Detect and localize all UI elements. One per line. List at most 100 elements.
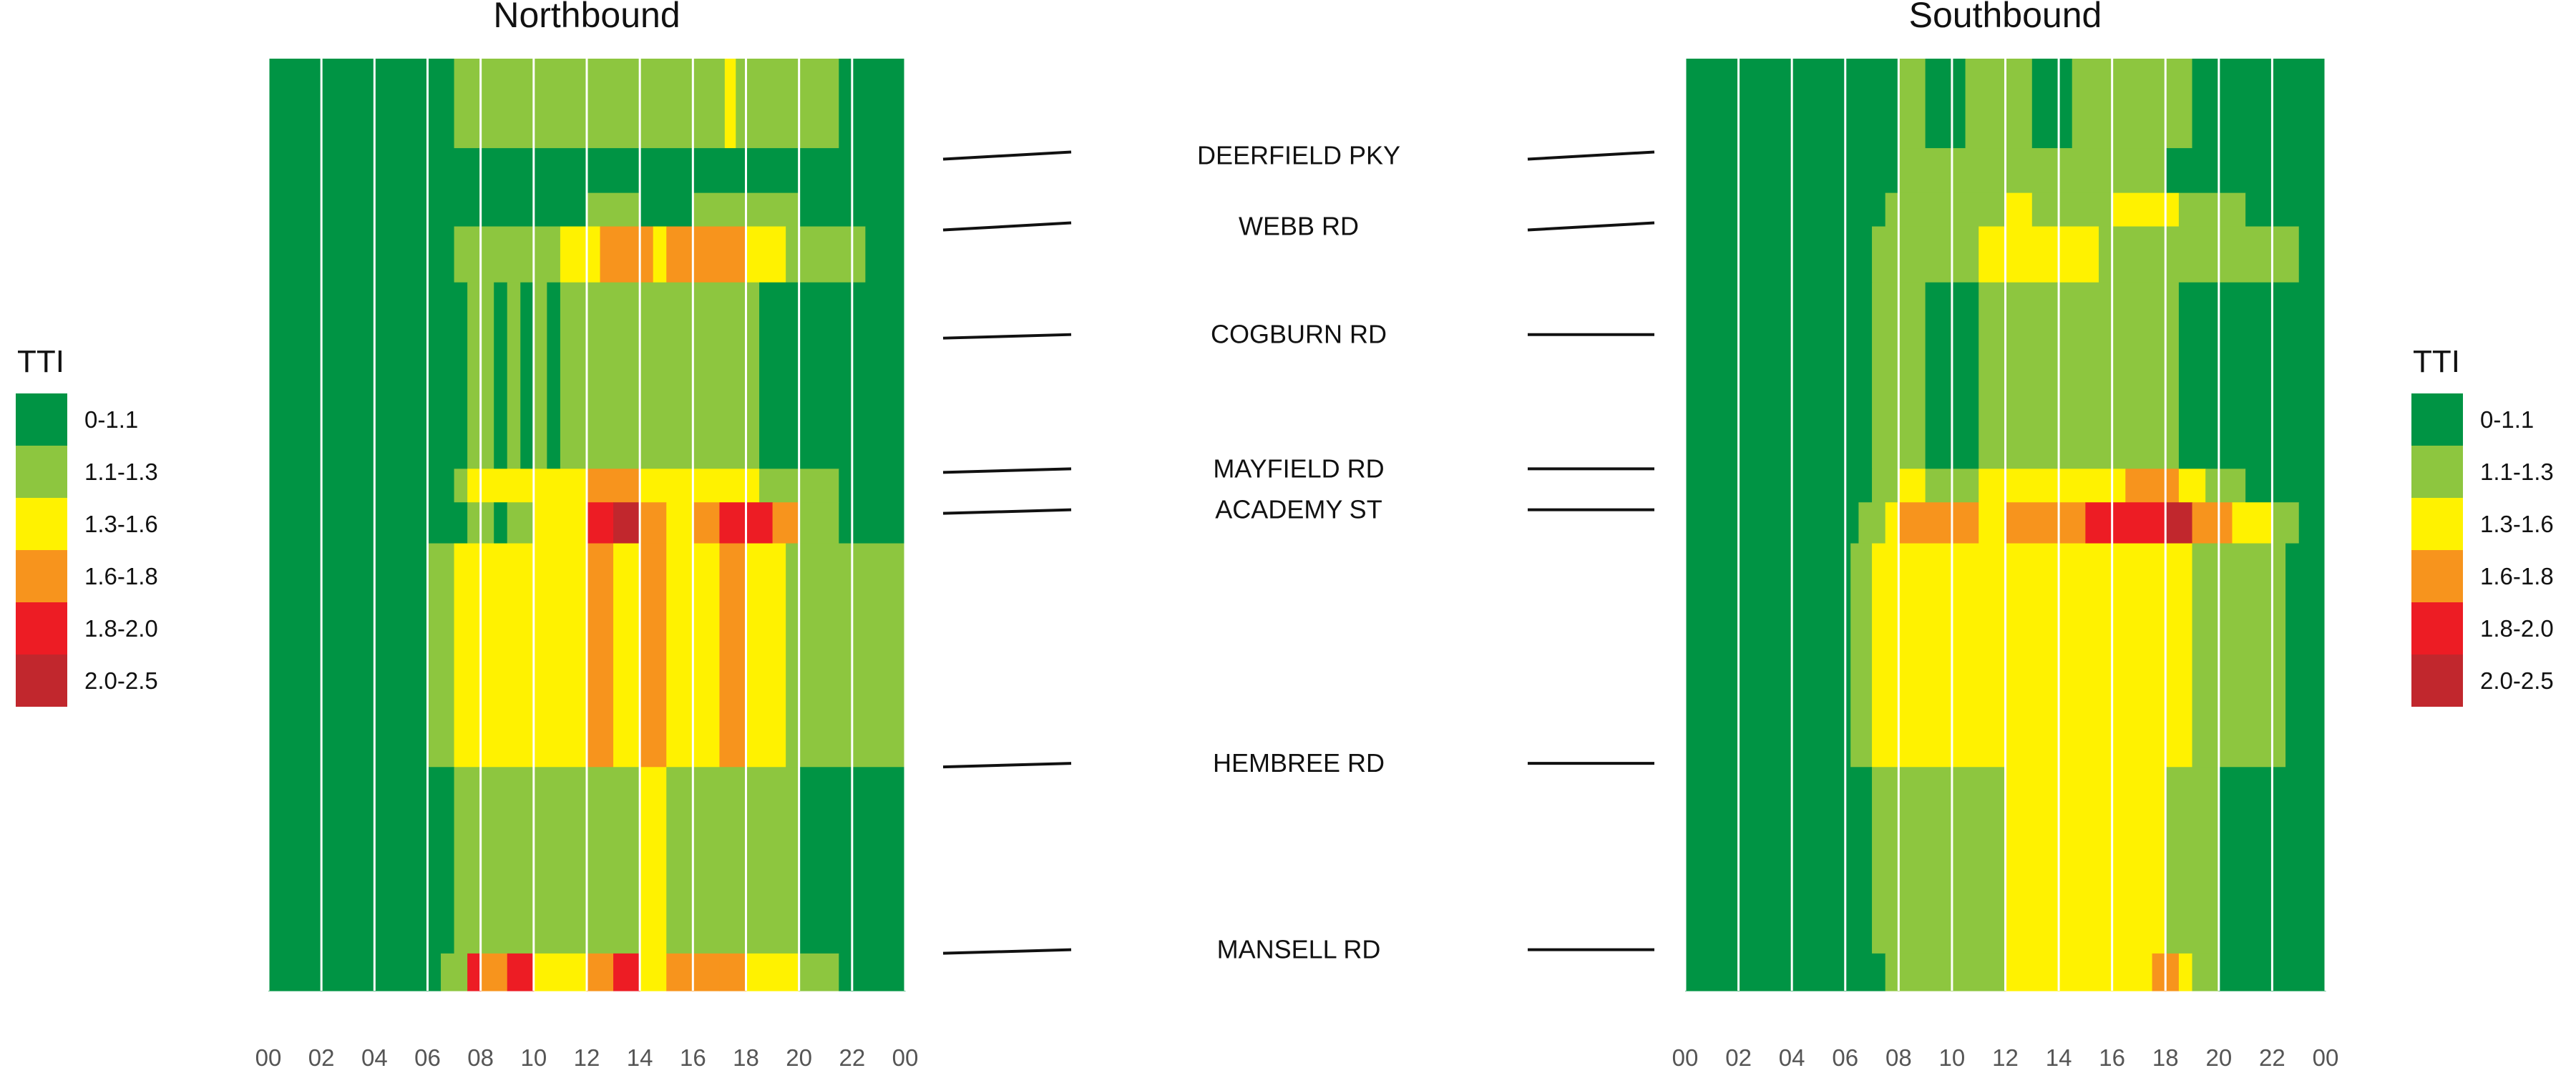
southbound-cell-r2-1 bbox=[1898, 148, 1953, 194]
right-legend: TTI 0-1.1 1.1-1.3 1.3-1.6 1.6-1.8 1.8-2.0 2.0-… bbox=[2411, 344, 2554, 707]
legend-label: 2.0-2.5 bbox=[84, 667, 158, 694]
northbound-cell-r10-1 bbox=[441, 953, 468, 991]
northbound-cell-r9-1 bbox=[454, 767, 640, 954]
northbound-cell-r7-6 bbox=[613, 502, 640, 544]
northbound-cell-r7-11 bbox=[772, 502, 800, 544]
southbound-x-tick-label: 14 bbox=[2046, 1044, 2072, 1071]
northbound-cell-r10-6 bbox=[587, 953, 614, 991]
southbound-x-tick-label: 22 bbox=[2259, 1044, 2285, 1071]
legend-label: 1.1-1.3 bbox=[2480, 459, 2554, 485]
southbound-cell-r5-3 bbox=[1979, 282, 2180, 469]
northbound-cell-r1-2 bbox=[724, 59, 736, 149]
northbound-cell-r10-10 bbox=[719, 953, 747, 991]
southbound-x-tick-label: 10 bbox=[1939, 1044, 1966, 1071]
northbound-cell-r7-13 bbox=[839, 502, 906, 544]
northbound-cell-r6-0 bbox=[268, 469, 455, 503]
southbound-cell-r7-3 bbox=[1898, 502, 1979, 544]
southbound-cell-r3-5 bbox=[2178, 192, 2246, 227]
northbound-cell-r7-12 bbox=[799, 502, 839, 544]
southbound-cell-r2-3 bbox=[2165, 148, 2326, 194]
southbound-cell-r4-1 bbox=[1872, 226, 1979, 283]
southbound-cell-r3-1 bbox=[1885, 192, 2006, 227]
northbound-cell-r1-0 bbox=[268, 59, 455, 149]
northbound-cell-r10-8 bbox=[640, 953, 667, 991]
road-label: ACADEMY ST bbox=[1215, 495, 1382, 524]
northbound-cell-r7-0 bbox=[268, 502, 468, 544]
legend-label: 1.3-1.6 bbox=[84, 511, 158, 537]
road-label: COGBURN RD bbox=[1211, 320, 1387, 349]
southbound-cell-r3-6 bbox=[2245, 192, 2326, 227]
southbound-cell-r8-3 bbox=[2192, 543, 2286, 768]
southbound-x-tick-label: 18 bbox=[2152, 1044, 2179, 1071]
northbound-cell-r10-5 bbox=[533, 953, 587, 991]
road-label: DEERFIELD PKY bbox=[1197, 141, 1400, 170]
northbound-cell-r4-2 bbox=[560, 226, 601, 283]
northbound-cell-r6-3 bbox=[587, 469, 640, 503]
northbound-cell-r7-7 bbox=[640, 502, 667, 544]
northbound-cell-r5-5 bbox=[533, 282, 547, 469]
legend-label: 1.6-1.8 bbox=[2480, 563, 2554, 589]
northbound-cell-r4-9 bbox=[865, 226, 906, 283]
northbound-x-tick-label: 20 bbox=[786, 1044, 812, 1071]
northbound-cell-r5-2 bbox=[494, 282, 508, 469]
southbound-cell-r6-5 bbox=[2125, 469, 2180, 503]
northbound-cell-r10-4 bbox=[507, 953, 535, 991]
northbound-cell-r7-8 bbox=[666, 502, 693, 544]
northbound-cell-r4-6 bbox=[693, 226, 747, 283]
northbound-cell-r4-0 bbox=[268, 226, 455, 283]
leader-line-left bbox=[942, 762, 1072, 769]
northbound-cell-r10-12 bbox=[799, 953, 839, 991]
legend-title: TTI bbox=[17, 344, 64, 379]
legend-label: 1.6-1.8 bbox=[84, 563, 158, 589]
southbound-cell-r3-2 bbox=[2005, 192, 2033, 227]
legend-title: TTI bbox=[2413, 344, 2460, 379]
northbound-cell-r7-3 bbox=[507, 502, 535, 544]
northbound-cell-r8-0 bbox=[268, 543, 429, 768]
legend-swatch bbox=[16, 446, 67, 498]
northbound-cell-r8-5 bbox=[640, 543, 667, 768]
road-labels: DEERFIELD PKY WEBB RD COGBURN RD MAYFIELD R… bbox=[942, 141, 1655, 964]
northbound-cell-r4-1 bbox=[454, 226, 561, 283]
northbound-x-tick-label: 08 bbox=[467, 1044, 494, 1071]
southbound-cell-r1-2 bbox=[1925, 59, 1966, 149]
northbound-panel-title: Northbound bbox=[493, 0, 680, 35]
northbound-cell-r10-2 bbox=[467, 953, 482, 991]
southbound-cell-r6-2 bbox=[1898, 469, 1926, 503]
southbound-cell-r10-0 bbox=[1685, 953, 1886, 991]
southbound-cell-r1-1 bbox=[1898, 59, 1926, 149]
northbound-cell-r4-5 bbox=[666, 226, 693, 283]
southbound-cell-r7-10 bbox=[2272, 502, 2300, 544]
road-label: HEMBREE RD bbox=[1213, 748, 1385, 778]
southbound-cell-r6-8 bbox=[2245, 469, 2326, 503]
leader-line-right bbox=[1527, 221, 1655, 232]
southbound-cell-r1-3 bbox=[1965, 59, 2033, 149]
southbound-x-tick-label: 00 bbox=[2313, 1044, 2339, 1071]
southbound-cell-r4-2 bbox=[1979, 226, 2099, 283]
northbound-x-tick-label: 12 bbox=[574, 1044, 600, 1071]
southbound-cell-r8-1 bbox=[1850, 543, 1873, 768]
northbound-cell-r10-3 bbox=[480, 953, 508, 991]
northbound-cell-r5-6 bbox=[547, 282, 561, 469]
northbound-cell-r5-4 bbox=[520, 282, 535, 469]
southbound-cell-r7-8 bbox=[2192, 502, 2233, 544]
northbound-cell-r8-4 bbox=[613, 543, 640, 768]
road-label: MANSELL RD bbox=[1217, 935, 1381, 964]
northbound-cell-r3-1 bbox=[587, 192, 640, 227]
legend-swatch bbox=[2411, 550, 2463, 602]
southbound-cell-r9-3 bbox=[2165, 767, 2220, 954]
southbound-cell-r6-7 bbox=[2205, 469, 2246, 503]
northbound-x-tick-label: 00 bbox=[892, 1044, 919, 1071]
northbound-cell-r9-0 bbox=[268, 767, 455, 954]
northbound-panel: Northbound 00 02 04 06 08 10 12 14 16 18 20 22 00 bbox=[255, 0, 919, 1071]
northbound-cell-r6-2 bbox=[467, 469, 587, 503]
southbound-cell-r7-5 bbox=[2005, 502, 2086, 544]
leader-line-right bbox=[1527, 150, 1655, 161]
southbound-cell-r7-0 bbox=[1685, 502, 1859, 544]
southbound-cell-r4-4 bbox=[2272, 226, 2300, 283]
southbound-x-tick-label: 04 bbox=[1779, 1044, 1805, 1071]
northbound-cell-r8-1 bbox=[427, 543, 455, 768]
northbound-cell-r8-2 bbox=[454, 543, 587, 768]
legend-swatch bbox=[2411, 498, 2463, 550]
legend-label: 0-1.1 bbox=[84, 406, 138, 433]
